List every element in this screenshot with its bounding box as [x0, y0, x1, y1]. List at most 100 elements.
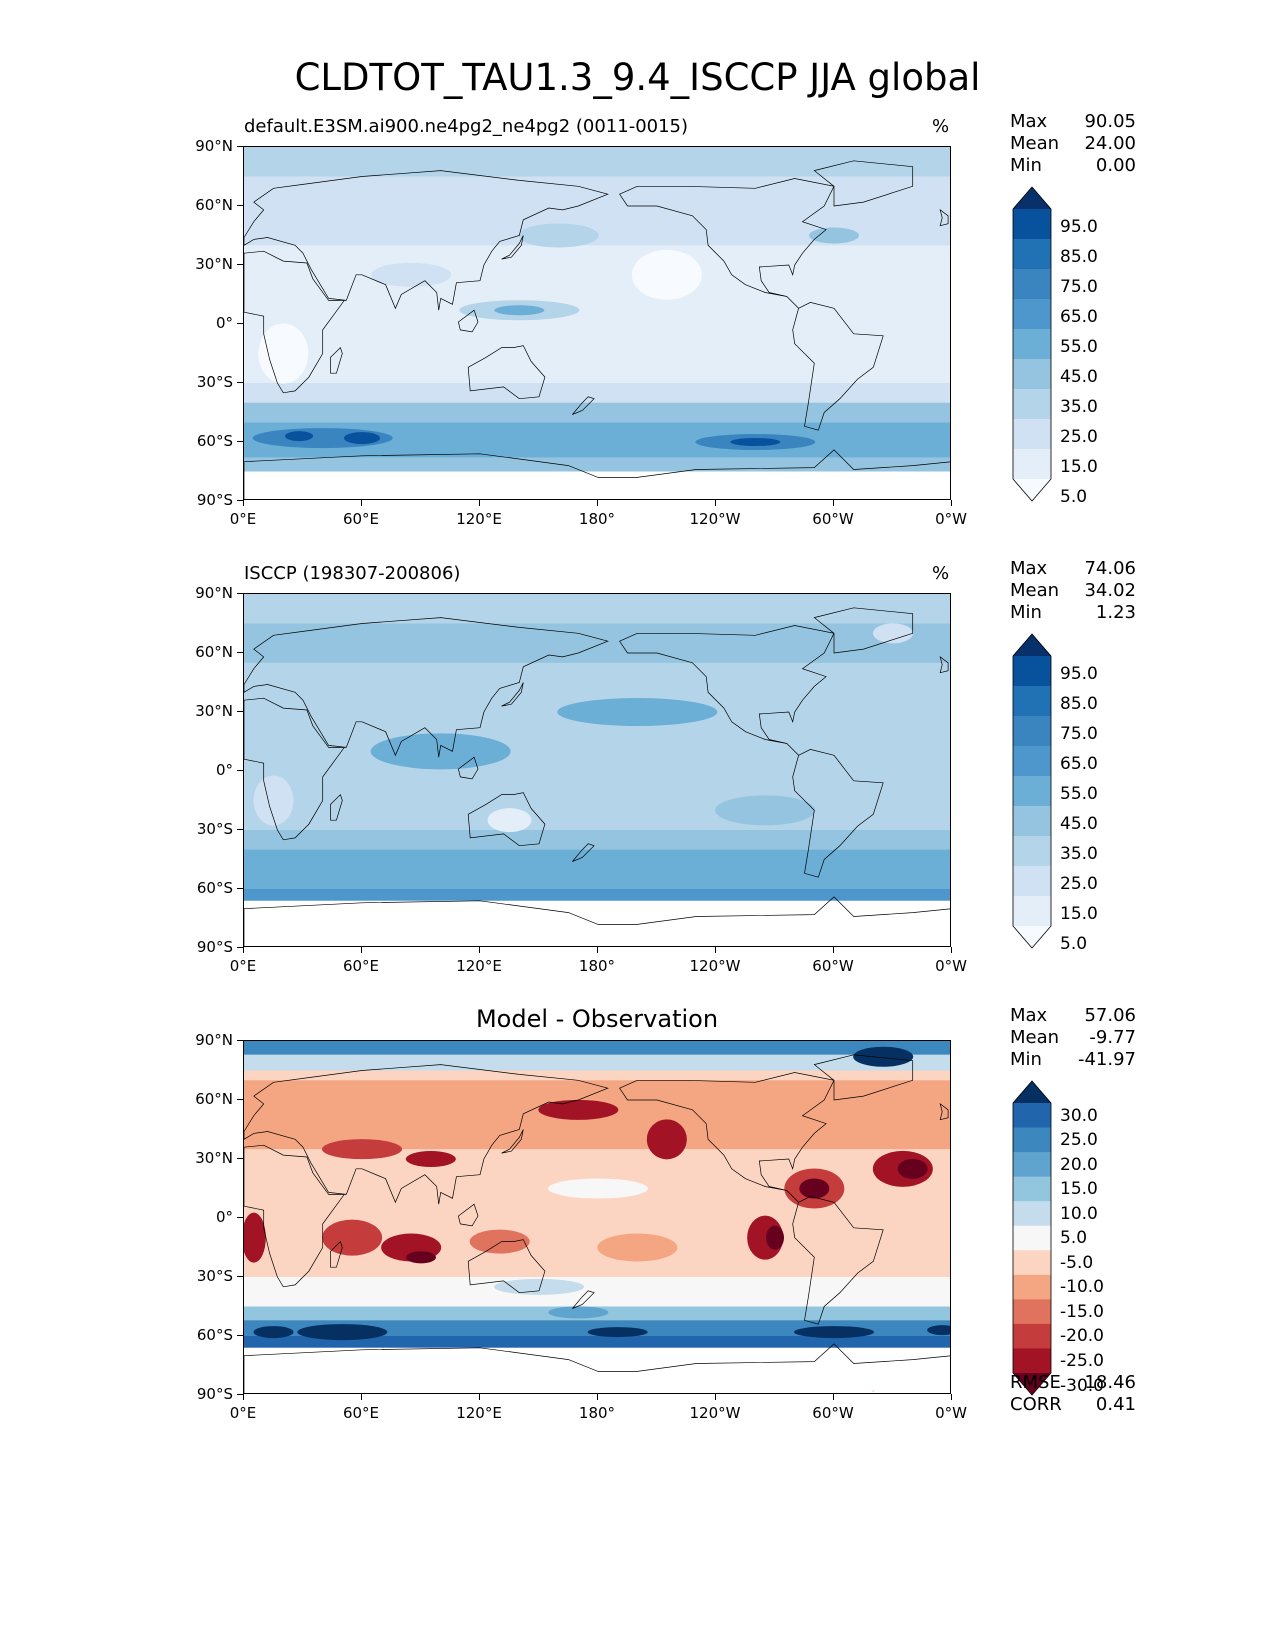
stat-label: Max: [1010, 111, 1048, 132]
field-blob: [548, 1178, 648, 1199]
field-blob: [406, 1251, 436, 1264]
lon-tick: [951, 500, 952, 506]
lon-tick: [833, 1394, 834, 1400]
colorbar-outline: [1012, 1080, 1052, 1396]
colorbar-tick-label: 25.0: [1060, 1130, 1098, 1151]
lat-tick-label: 30°S: [196, 820, 233, 838]
lon-tick: [833, 947, 834, 953]
lon-tick: [597, 947, 598, 953]
colorbar-segment: [1013, 329, 1051, 360]
unit-label: %: [932, 563, 950, 584]
lat-tick-label: 60°N: [195, 643, 233, 661]
lon-tick-label: 60°W: [812, 957, 854, 975]
lat-tick: [237, 1276, 243, 1277]
lon-tick: [479, 500, 480, 506]
contour-field: [244, 147, 950, 499]
missing-region: [244, 1347, 950, 1393]
lat-tick: [237, 1394, 243, 1395]
lon-tick-label: 60°W: [812, 1404, 854, 1422]
colorbar-segment: [1013, 1274, 1051, 1300]
map-plot: [243, 593, 951, 947]
lat-tick: [237, 323, 243, 324]
lat-tick-label: 60°N: [195, 196, 233, 214]
colorbar-tick-label: 75.0: [1060, 277, 1098, 297]
lon-tick-label: 0°E: [229, 1404, 257, 1422]
colorbar-segment: [1013, 1201, 1051, 1227]
field-band: [244, 1320, 950, 1336]
stat-row: Max 74.06: [1010, 558, 1136, 580]
stat-value: 57.06: [1084, 1005, 1136, 1026]
lat-tick-label: 0°: [215, 314, 233, 332]
lat-tick: [237, 264, 243, 265]
stat-value: 74.06: [1084, 558, 1136, 579]
colorbar-segment: [1013, 896, 1051, 927]
lat-tick: [237, 947, 243, 948]
field-band: [244, 1054, 950, 1071]
stat-label: Mean: [1010, 580, 1060, 601]
lon-tick: [479, 947, 480, 953]
colorbar-segment: [1013, 269, 1051, 300]
field-blob: [253, 775, 294, 826]
colorbar-segment: [1013, 1127, 1051, 1153]
field-band: [244, 402, 950, 423]
colorbar: [1012, 1080, 1052, 1396]
stat-value: 34.02: [1084, 580, 1136, 601]
lon-tick: [597, 500, 598, 506]
field-blob: [872, 1390, 875, 1393]
colorbar-segment: [1013, 209, 1051, 240]
stat-row: Mean 24.00: [1010, 133, 1136, 155]
metric-value: 0.41: [1095, 1394, 1136, 1415]
metric-label: CORR: [1010, 1394, 1062, 1415]
lon-tick: [361, 1394, 362, 1400]
field-band: [244, 849, 950, 889]
panel-title: Model - Observation: [475, 1005, 719, 1033]
lon-tick: [715, 1394, 716, 1400]
colorbar-segment: [1013, 656, 1051, 687]
colorbar-segment: [1013, 419, 1051, 450]
lon-tick-label: 0°W: [935, 1404, 967, 1422]
lon-tick-label: 120°E: [456, 510, 502, 528]
lon-tick: [243, 947, 244, 953]
lat-tick: [237, 205, 243, 206]
field-blob: [469, 1229, 530, 1254]
colorbar-tick-label: 75.0: [1060, 724, 1098, 744]
field-blob: [487, 808, 532, 833]
field-blob: [344, 432, 380, 445]
field-blob: [557, 698, 718, 726]
field-blob: [494, 1278, 584, 1295]
lat-tick-label: 90°S: [196, 1385, 233, 1403]
colorbar-tick-label: -5.0: [1060, 1252, 1094, 1273]
lat-tick-label: 90°S: [196, 938, 233, 956]
lon-tick-label: 60°E: [342, 510, 380, 528]
colorbar-segment: [1013, 806, 1051, 837]
colorbar-segment: [1013, 389, 1051, 420]
colorbar-extend-top: [1013, 1081, 1051, 1103]
field-blob: [322, 1219, 383, 1256]
colorbar-tick-label: 35.0: [1060, 397, 1098, 417]
lon-tick-label: 60°E: [342, 1404, 380, 1422]
stat-row: Min -41.97: [1010, 1049, 1136, 1071]
colorbar-segment: [1013, 746, 1051, 777]
stats-box: Max 90.05 Mean 24.00 Min 0.00: [1010, 111, 1136, 177]
unit-label: %: [932, 116, 950, 137]
lat-tick-label: 90°N: [195, 1031, 233, 1049]
colorbar-segment: [1013, 449, 1051, 480]
field-band: [244, 304, 950, 383]
field-blob: [371, 262, 452, 287]
colorbar-tick-label: 85.0: [1060, 694, 1098, 714]
field-band: [244, 1277, 950, 1307]
colorbar-segment: [1013, 1323, 1051, 1349]
field-blob: [897, 1158, 928, 1179]
stat-label: Min: [1010, 602, 1042, 623]
stat-row: Max 90.05: [1010, 111, 1136, 133]
colorbar-tick-label: 30.0: [1060, 1105, 1098, 1126]
colorbar: [1012, 186, 1052, 502]
lon-tick-label: 120°W: [689, 510, 741, 528]
metric-value: 18.46: [1084, 1372, 1136, 1393]
stat-label: Max: [1010, 1005, 1048, 1026]
field-blob: [631, 249, 702, 300]
field-blob: [538, 1099, 619, 1120]
missing-region: [244, 900, 950, 946]
stat-row: Mean 34.02: [1010, 580, 1136, 602]
colorbar-tick-label: 5.0: [1060, 487, 1088, 507]
